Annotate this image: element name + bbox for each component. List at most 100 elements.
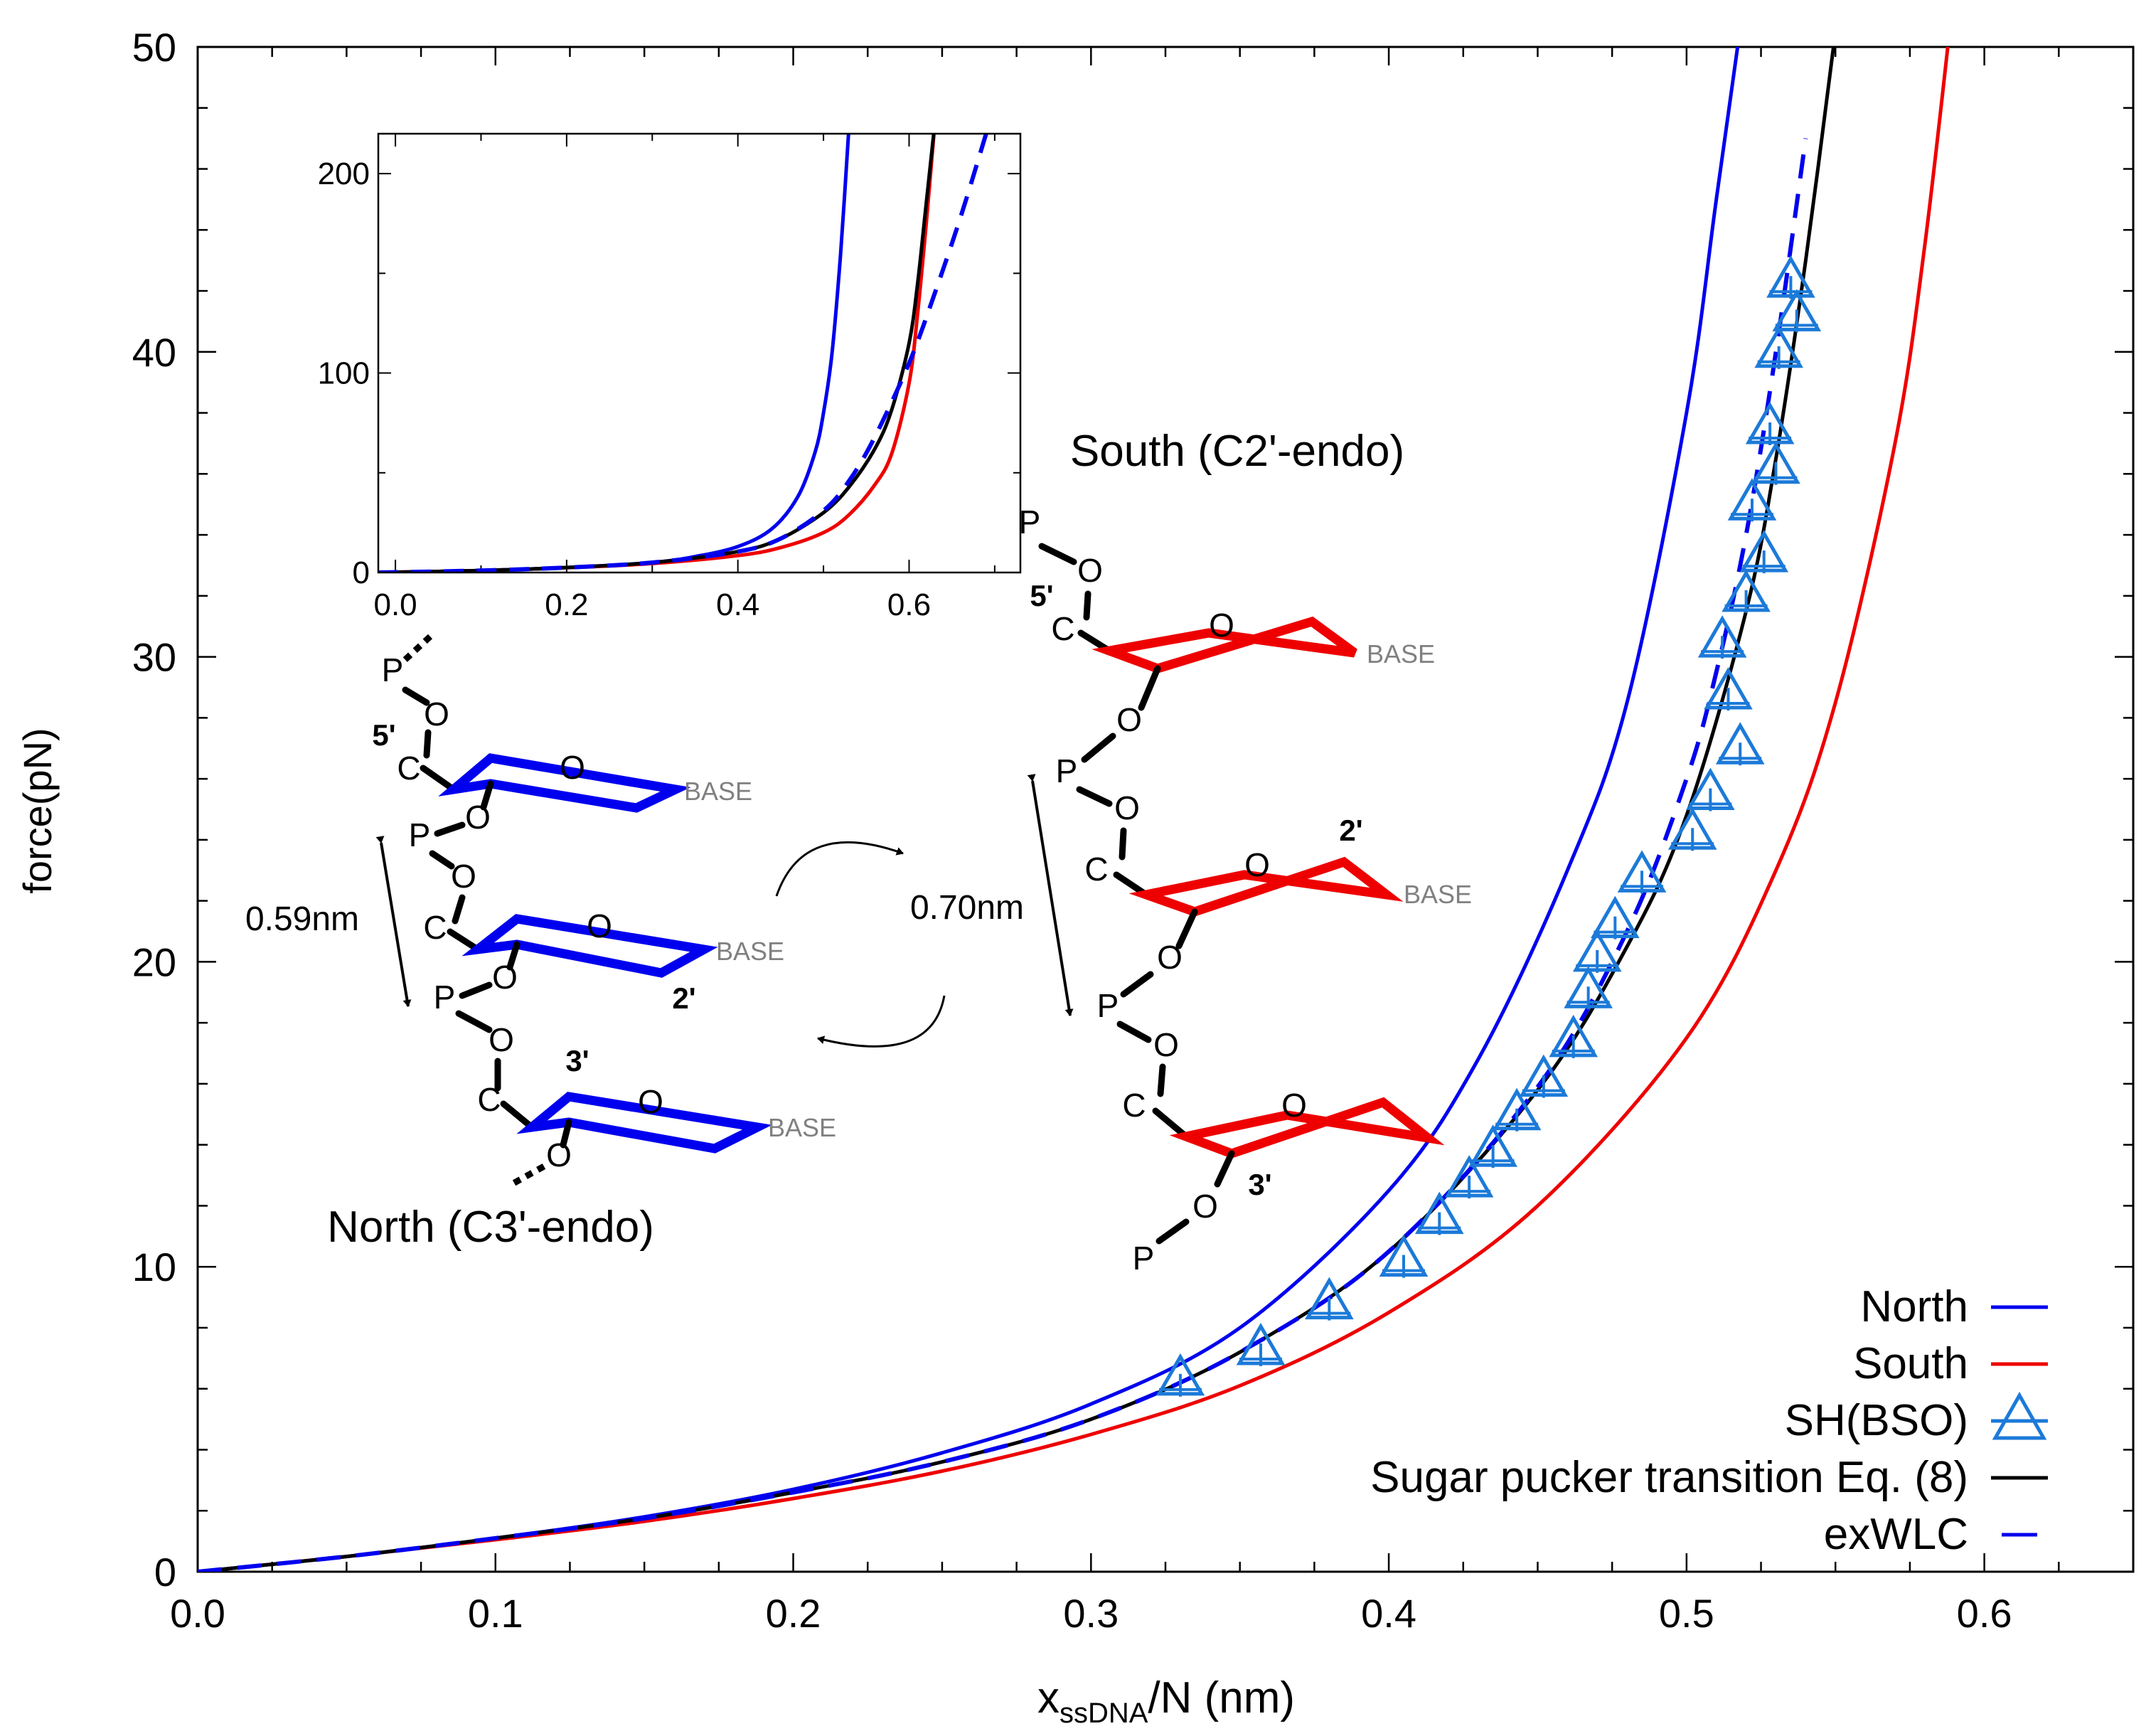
bond (452, 894, 466, 925)
y-axis-label: force(pN) (15, 728, 60, 893)
data-point-sh-bso (1772, 289, 1822, 333)
legend-label: South (1853, 1339, 1968, 1388)
bond (500, 1100, 535, 1131)
atom-label: C (1051, 610, 1074, 647)
atom-label: C (477, 1081, 501, 1118)
series-line-south (198, 47, 1950, 1572)
legend: North South SH(BSO) Sugar pucker transition… (1370, 1282, 2048, 1559)
dashed-bond (399, 634, 433, 666)
inset-plot-frame (377, 132, 1022, 574)
data-point-sh-bso (1739, 530, 1789, 574)
bond (1083, 590, 1091, 621)
data-point-sh-bso (1722, 569, 1771, 613)
south-spacing-arrow (1027, 774, 1074, 1016)
atom-label: O (638, 1083, 663, 1120)
bond (434, 821, 466, 837)
base-label: BASE (768, 1113, 836, 1142)
data-point-sh-bso (1667, 807, 1717, 851)
north-conformation-label: North (C3'-endo) (327, 1203, 654, 1252)
atom-label: C (397, 750, 420, 787)
triangle-marker (1591, 895, 1640, 939)
atom-label: P (1133, 1240, 1155, 1277)
data-point-sh-bso (1697, 615, 1747, 659)
atom-label: O (424, 696, 449, 733)
atom-label: P (434, 979, 456, 1016)
sugar-ring (1091, 616, 1357, 673)
x-tick-label: 0.1 (468, 1591, 523, 1636)
inset-axis-ticks: 0.0 0.2 0.4 0.6 0 100 200 (318, 134, 1020, 622)
inset-y-tick-label: 100 (318, 356, 370, 391)
data-point-sh-bso (1745, 401, 1795, 445)
y-tick-label: 0 (154, 1550, 176, 1594)
triangle-marker (1549, 1014, 1598, 1058)
legend-label: SH(BSO) (1785, 1396, 1968, 1445)
inset-y-tick-label: 0 (353, 555, 370, 590)
bond (560, 1119, 572, 1149)
bond (1157, 1063, 1166, 1097)
y-tick-label: 50 (132, 25, 176, 70)
x-tick-label: 0.0 (170, 1591, 225, 1636)
north-spacing-label: 0.59nm (245, 900, 359, 938)
transition-arrow-forward (775, 841, 904, 897)
atom-label: O (1157, 939, 1183, 976)
sugar-ring (1169, 1097, 1445, 1159)
atom-label: O (451, 858, 476, 895)
dashed-bond (510, 1163, 546, 1187)
north-spacing-arrow (375, 836, 412, 1007)
triangle-marker (1667, 807, 1717, 850)
x-axis-label: xssDNA/N (nm) (1037, 1673, 1295, 1729)
triangle-marker (1236, 1322, 1286, 1365)
atom-label: P (1019, 504, 1041, 540)
x-tick-label: 0.6 (1957, 1591, 2012, 1636)
data-point-sh-bso (1754, 325, 1803, 369)
atom-label: O (1244, 846, 1270, 883)
triangle-marker (1739, 530, 1789, 573)
atom-label: O (489, 1021, 514, 1058)
prime-label: 5' (372, 718, 395, 752)
inset-x-tick-label: 0.0 (373, 587, 417, 622)
y-tick-label: 10 (132, 1245, 176, 1289)
atom-label: C (423, 909, 447, 946)
data-point-sh-bso (1414, 1191, 1464, 1235)
data-point-sh-bso (1751, 441, 1800, 485)
triangle-marker (1617, 850, 1667, 893)
data-point-sh-bso (1236, 1322, 1286, 1366)
atom-label: O (1192, 1188, 1218, 1225)
y-tick-label: 30 (132, 635, 176, 680)
south-conformation-label: South (C2'-endo) (1070, 427, 1404, 476)
bond (447, 928, 481, 953)
bond (1214, 1150, 1235, 1188)
bond (1076, 786, 1113, 807)
triangle-marker (1564, 966, 1613, 1008)
prime-label: 3' (565, 1044, 589, 1077)
atom-label: P (1056, 752, 1078, 789)
series-line-exwlc (198, 138, 1808, 1572)
data-point-sh-bso (1519, 1054, 1569, 1098)
inset-x-tick-label: 0.2 (545, 587, 588, 622)
triangle-marker (1722, 569, 1771, 612)
data-point-sh-bso (1591, 895, 1640, 939)
triangle-marker (1519, 1054, 1569, 1097)
inset-series-line-exwlc (378, 134, 988, 573)
triangle-marker (1727, 478, 1777, 521)
x-tick-label: 0.3 (1063, 1591, 1119, 1636)
atom-label: C (1122, 1087, 1146, 1124)
bond (429, 850, 455, 870)
bond (455, 1010, 493, 1033)
data-point-sh-bso (1704, 667, 1753, 711)
y-tick-label: 40 (132, 330, 176, 375)
triangle-marker (1572, 929, 1622, 972)
triangle-marker (1414, 1191, 1464, 1235)
atom-label: O (1209, 607, 1234, 644)
data-point-sh-bso (1379, 1234, 1429, 1278)
data-point-sh-bso (1564, 966, 1613, 1010)
transition-arrow-back (817, 995, 946, 1048)
sugar-ring (461, 914, 718, 978)
triangle-marker (1754, 325, 1803, 368)
triangle-marker (1686, 767, 1735, 811)
atom-label: O (587, 907, 612, 944)
data-point-sh-bso (1155, 1353, 1205, 1397)
triangle-marker (1379, 1234, 1429, 1277)
bond (1175, 908, 1198, 949)
